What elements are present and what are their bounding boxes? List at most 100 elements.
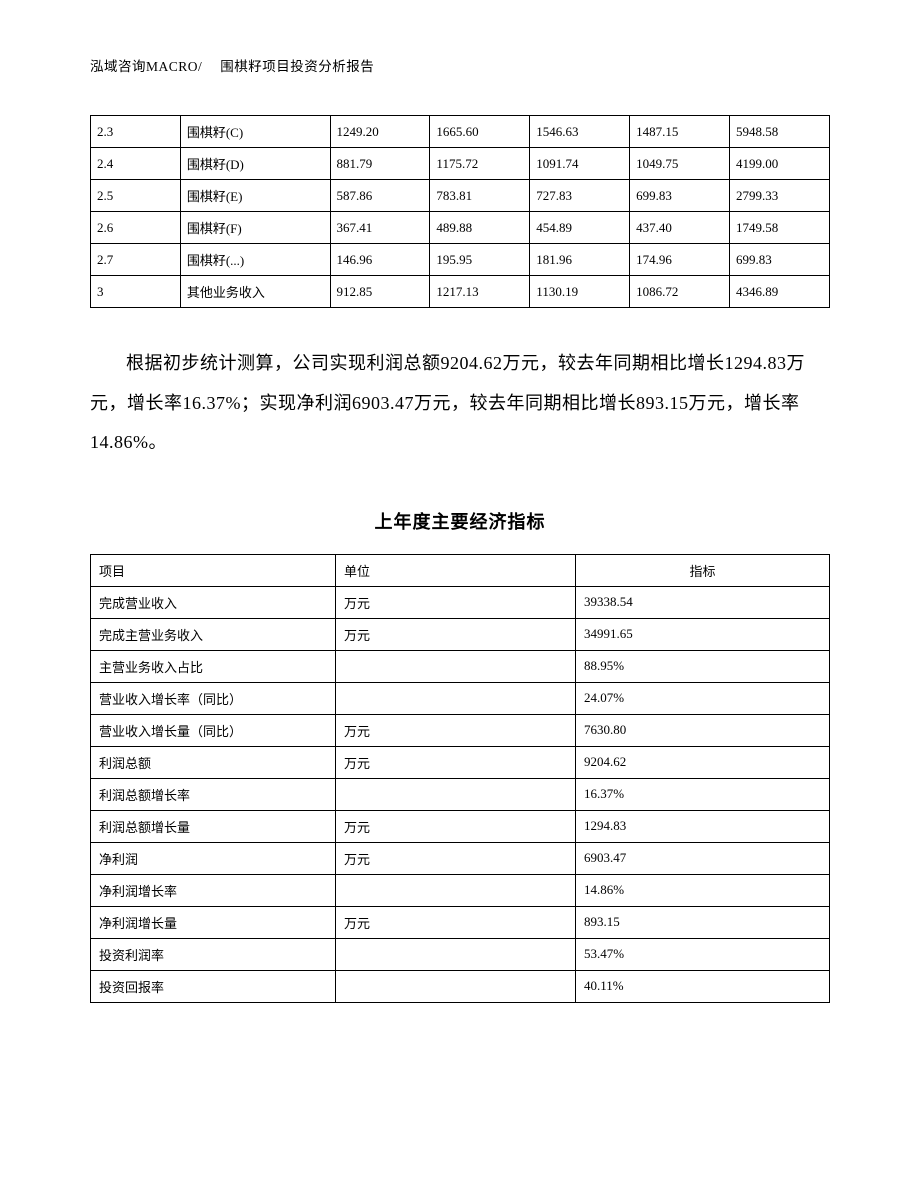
table-row: 2.4围棋籽(D)881.791175.721091.741049.754199… (91, 148, 830, 180)
cell: 围棋籽(F) (180, 212, 330, 244)
table-row: 净利润增长率 14.86% (91, 874, 830, 906)
cell-project: 净利润增长量 (91, 906, 336, 938)
cell: 2.4 (91, 148, 181, 180)
cell-value: 39338.54 (576, 586, 830, 618)
cell: 727.83 (530, 180, 630, 212)
col-unit: 单位 (336, 554, 576, 586)
cell-unit (336, 970, 576, 1002)
cell: 2.7 (91, 244, 181, 276)
cell-value: 893.15 (576, 906, 830, 938)
cell: 2.5 (91, 180, 181, 212)
cell-value: 53.47% (576, 938, 830, 970)
cell-project: 营业收入增长量（同比） (91, 714, 336, 746)
cell-project: 净利润 (91, 842, 336, 874)
cell-project: 完成主营业务收入 (91, 618, 336, 650)
table-row: 利润总额万元9204.62 (91, 746, 830, 778)
cell-value: 9204.62 (576, 746, 830, 778)
cell: 489.88 (430, 212, 530, 244)
cell-unit: 万元 (336, 586, 576, 618)
cell-unit: 万元 (336, 746, 576, 778)
table-row: 主营业务收入占比 88.95% (91, 650, 830, 682)
table-row: 3其他业务收入912.851217.131130.191086.724346.8… (91, 276, 830, 308)
col-indicator: 指标 (576, 554, 830, 586)
cell-project: 营业收入增长率（同比） (91, 682, 336, 714)
cell-project: 利润总额 (91, 746, 336, 778)
table-row: 净利润增长量万元893.15 (91, 906, 830, 938)
table-row: 营业收入增长率（同比） 24.07% (91, 682, 830, 714)
table-row: 完成营业收入万元39338.54 (91, 586, 830, 618)
cell: 881.79 (330, 148, 430, 180)
cell-value: 14.86% (576, 874, 830, 906)
cell: 587.86 (330, 180, 430, 212)
table-row: 2.3围棋籽(C)1249.201665.601546.631487.15594… (91, 116, 830, 148)
section-title: 上年度主要经济指标 (90, 508, 830, 534)
page-header: 泓域咨询MACRO/围棋籽项目投资分析报告 (90, 55, 830, 75)
cell: 195.95 (430, 244, 530, 276)
cell: 4199.00 (730, 148, 830, 180)
economic-indicators-table: 项目 单位 指标 完成营业收入万元39338.54完成主营业务收入万元34991… (90, 554, 830, 1003)
cell-unit (336, 778, 576, 810)
cell-project: 净利润增长率 (91, 874, 336, 906)
cell-unit: 万元 (336, 842, 576, 874)
table-header-row: 项目 单位 指标 (91, 554, 830, 586)
cell-value: 6903.47 (576, 842, 830, 874)
cell: 912.85 (330, 276, 430, 308)
revenue-breakdown-table: 2.3围棋籽(C)1249.201665.601546.631487.15594… (90, 115, 830, 308)
summary-paragraph: 根据初步统计测算，公司实现利润总额9204.62万元，较去年同期相比增长1294… (90, 344, 830, 463)
cell: 4346.89 (730, 276, 830, 308)
cell: 2.6 (91, 212, 181, 244)
cell-value: 24.07% (576, 682, 830, 714)
cell: 699.83 (630, 180, 730, 212)
cell: 5948.58 (730, 116, 830, 148)
cell: 437.40 (630, 212, 730, 244)
cell: 1487.15 (630, 116, 730, 148)
cell-unit (336, 874, 576, 906)
cell-value: 34991.65 (576, 618, 830, 650)
cell-project: 利润总额增长率 (91, 778, 336, 810)
header-left: 泓域咨询MACRO/ (90, 59, 202, 74)
table-row: 营业收入增长量（同比）万元7630.80 (91, 714, 830, 746)
cell: 1091.74 (530, 148, 630, 180)
cell-value: 7630.80 (576, 714, 830, 746)
cell-value: 40.11% (576, 970, 830, 1002)
cell-unit: 万元 (336, 714, 576, 746)
table-row: 投资利润率 53.47% (91, 938, 830, 970)
cell: 1217.13 (430, 276, 530, 308)
cell: 1130.19 (530, 276, 630, 308)
table-row: 投资回报率 40.11% (91, 970, 830, 1002)
cell: 783.81 (430, 180, 530, 212)
cell: 1086.72 (630, 276, 730, 308)
cell-project: 投资利润率 (91, 938, 336, 970)
cell: 1749.58 (730, 212, 830, 244)
cell-project: 投资回报率 (91, 970, 336, 1002)
cell-unit (336, 938, 576, 970)
cell-unit: 万元 (336, 906, 576, 938)
cell-value: 1294.83 (576, 810, 830, 842)
cell: 1175.72 (430, 148, 530, 180)
cell-unit (336, 682, 576, 714)
cell: 围棋籽(E) (180, 180, 330, 212)
cell: 454.89 (530, 212, 630, 244)
cell: 699.83 (730, 244, 830, 276)
cell: 367.41 (330, 212, 430, 244)
cell: 174.96 (630, 244, 730, 276)
cell-value: 88.95% (576, 650, 830, 682)
col-project: 项目 (91, 554, 336, 586)
cell-unit: 万元 (336, 810, 576, 842)
table-row: 利润总额增长量万元1294.83 (91, 810, 830, 842)
header-right: 围棋籽项目投资分析报告 (220, 59, 374, 74)
table-row: 2.6围棋籽(F)367.41489.88454.89437.401749.58 (91, 212, 830, 244)
table-row: 2.7围棋籽(...)146.96195.95181.96174.96699.8… (91, 244, 830, 276)
cell-project: 主营业务收入占比 (91, 650, 336, 682)
cell: 2799.33 (730, 180, 830, 212)
cell: 1249.20 (330, 116, 430, 148)
cell: 146.96 (330, 244, 430, 276)
cell: 1049.75 (630, 148, 730, 180)
cell: 2.3 (91, 116, 181, 148)
cell: 围棋籽(D) (180, 148, 330, 180)
cell: 其他业务收入 (180, 276, 330, 308)
cell: 1665.60 (430, 116, 530, 148)
cell-project: 利润总额增长量 (91, 810, 336, 842)
cell-unit (336, 650, 576, 682)
cell: 围棋籽(...) (180, 244, 330, 276)
